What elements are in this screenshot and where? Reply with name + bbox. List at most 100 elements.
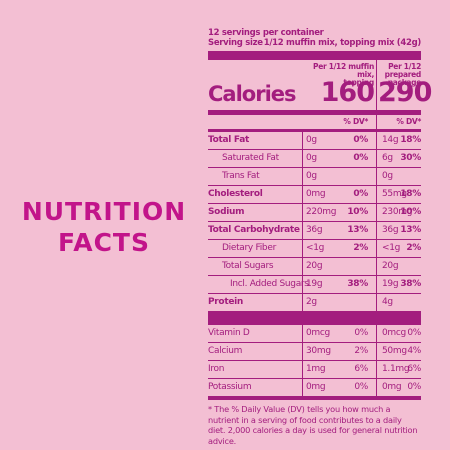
dv-col1: 0% bbox=[353, 153, 368, 163]
column-divider bbox=[302, 379, 303, 396]
amount-col1: 0mg bbox=[306, 382, 326, 392]
nutrient-name: Sodium bbox=[208, 207, 245, 217]
amount-col2: 230mg bbox=[382, 207, 413, 217]
column-divider bbox=[302, 240, 303, 257]
nutrient-name: Total Fat bbox=[208, 135, 250, 145]
amount-col2: 6g bbox=[382, 153, 393, 163]
col2-header-line1: Per 1/12 bbox=[388, 62, 421, 71]
nutrient-name: Saturated Fat bbox=[222, 153, 279, 163]
amount-col1: <1g bbox=[306, 243, 325, 253]
dv-col2: 18% bbox=[400, 189, 421, 199]
dv-col1: 38% bbox=[347, 279, 368, 289]
calories-block: Per 1/12 muffin mix, topping Per 1/12 pr… bbox=[208, 60, 432, 110]
serving-size-value: 1/12 muffin mix, topping mix (42g) bbox=[263, 38, 422, 48]
column-divider bbox=[376, 325, 377, 342]
column-divider bbox=[376, 240, 377, 257]
nutrient-name: Dietary Fiber bbox=[222, 243, 276, 253]
amount-col2: 0mg bbox=[382, 382, 402, 392]
col2-header: Per 1/12 prepared package bbox=[378, 62, 422, 87]
nutrient-name: Total Sugars bbox=[222, 261, 274, 271]
divider-thick bbox=[208, 110, 421, 115]
dv-col2: 0% bbox=[407, 382, 421, 392]
dv-col1: 0% bbox=[353, 189, 368, 199]
dv-col1: 10% bbox=[347, 207, 368, 217]
heading-line-2: FACTS bbox=[58, 228, 150, 257]
nutrient-row: Total Fat 0g 0% 14g 18% bbox=[208, 129, 421, 149]
nutrient-row: Total Sugars 20g 20g bbox=[208, 257, 421, 275]
amount-col1: 0g bbox=[306, 153, 317, 163]
column-divider bbox=[302, 168, 303, 185]
column-divider bbox=[376, 186, 377, 203]
dv-col1: 0% bbox=[353, 135, 368, 145]
column-divider bbox=[376, 379, 377, 396]
column-divider bbox=[302, 361, 303, 378]
col1-header-line1: Per 1/12 muffin mix, bbox=[313, 62, 374, 79]
column-divider bbox=[302, 132, 303, 149]
amount-col2: 20g bbox=[382, 261, 399, 271]
dv-col2: 18% bbox=[400, 135, 421, 145]
nutrient-row: Saturated Fat 0g 0% 6g 30% bbox=[208, 149, 421, 167]
dv-col1: 0% bbox=[354, 382, 368, 392]
amount-col2: 55mg bbox=[382, 189, 407, 199]
calories-label: Calories bbox=[208, 82, 297, 106]
column-divider bbox=[302, 222, 303, 239]
nutrient-name: Calcium bbox=[208, 346, 243, 356]
dv-col2: 13% bbox=[400, 225, 421, 235]
servings-per-container: 12 servings per container bbox=[208, 28, 324, 38]
amount-col1: 0mg bbox=[306, 189, 326, 199]
amount-col2: <1g bbox=[382, 243, 401, 253]
nutrient-name: Cholesterol bbox=[208, 189, 263, 199]
nutrient-row: Total Carbohydrate 36g 13% 36g 13% bbox=[208, 221, 421, 239]
column-divider bbox=[376, 258, 377, 275]
nutrient-name: Vitamin D bbox=[208, 328, 250, 338]
col2-header-line2: prepared package bbox=[384, 70, 422, 87]
column-divider bbox=[302, 276, 303, 293]
dv-col1: 0% bbox=[354, 328, 368, 338]
amount-col2: 4g bbox=[382, 297, 393, 307]
amount-col2: 50mg bbox=[382, 346, 407, 356]
amount-col2: 1.1mg bbox=[382, 364, 410, 374]
dv-header-col2: % DV* bbox=[396, 117, 421, 126]
col1-header-line2: topping bbox=[343, 78, 374, 87]
nutrient-table: Total Fat 0g 0% 14g 18% Saturated Fat 0g 0% 6g 30… bbox=[208, 129, 421, 311]
amount-col1: 2g bbox=[306, 297, 317, 307]
amount-col1: 0mcg bbox=[306, 328, 330, 338]
amount-col1: 20g bbox=[306, 261, 323, 271]
footnote: * The % Daily Value (DV) tells you how m… bbox=[208, 404, 418, 446]
nutrient-name: Trans Fat bbox=[222, 171, 260, 181]
column-divider bbox=[376, 204, 377, 221]
dv-col1: 13% bbox=[347, 225, 368, 235]
column-divider bbox=[376, 168, 377, 185]
dv-col1: 2% bbox=[354, 346, 368, 356]
dv-col2: 0% bbox=[407, 328, 421, 338]
divider-bar-vitamins bbox=[208, 311, 421, 324]
dv-col2: 2% bbox=[406, 243, 421, 253]
dv-header-col1: % DV* bbox=[343, 117, 368, 126]
dv-col2: 4% bbox=[407, 346, 421, 356]
amount-col2: 36g bbox=[382, 225, 399, 235]
column-divider bbox=[302, 325, 303, 342]
col1-header: Per 1/12 muffin mix, topping bbox=[296, 63, 374, 87]
dv-col2: 30% bbox=[400, 153, 421, 163]
vitamin-table: Vitamin D 0mcg 0% 0mcg 0% Calcium 30mg 2% 50mg 4%… bbox=[208, 324, 421, 396]
divider-thick-bottom bbox=[208, 396, 421, 400]
column-divider bbox=[376, 115, 377, 129]
dv-col1: 6% bbox=[354, 364, 368, 374]
nutrient-row: Trans Fat 0g 0g bbox=[208, 167, 421, 185]
dv-col2: 38% bbox=[400, 279, 421, 289]
amount-col1: 0g bbox=[306, 135, 317, 145]
amount-col2: 0mcg bbox=[382, 328, 406, 338]
column-divider bbox=[376, 150, 377, 167]
amount-col2: 14g bbox=[382, 135, 399, 145]
column-divider bbox=[302, 258, 303, 275]
dv-col2: 6% bbox=[407, 364, 421, 374]
column-divider bbox=[376, 132, 377, 149]
dv-col1: 2% bbox=[353, 243, 368, 253]
vitamin-row: Iron 1mg 6% 1.1mg 6% bbox=[208, 360, 421, 378]
column-divider bbox=[376, 343, 377, 360]
nutrient-row: Incl. Added Sugars 19g 38% 19g 38% bbox=[208, 275, 421, 293]
vitamin-row: Potassium 0mg 0% 0mg 0% bbox=[208, 378, 421, 396]
nutrition-facts-heading: NUTRITION FACTS bbox=[20, 196, 188, 258]
nutrient-name: Incl. Added Sugars bbox=[230, 279, 309, 289]
dv-header-row: % DV* % DV* bbox=[208, 115, 421, 129]
